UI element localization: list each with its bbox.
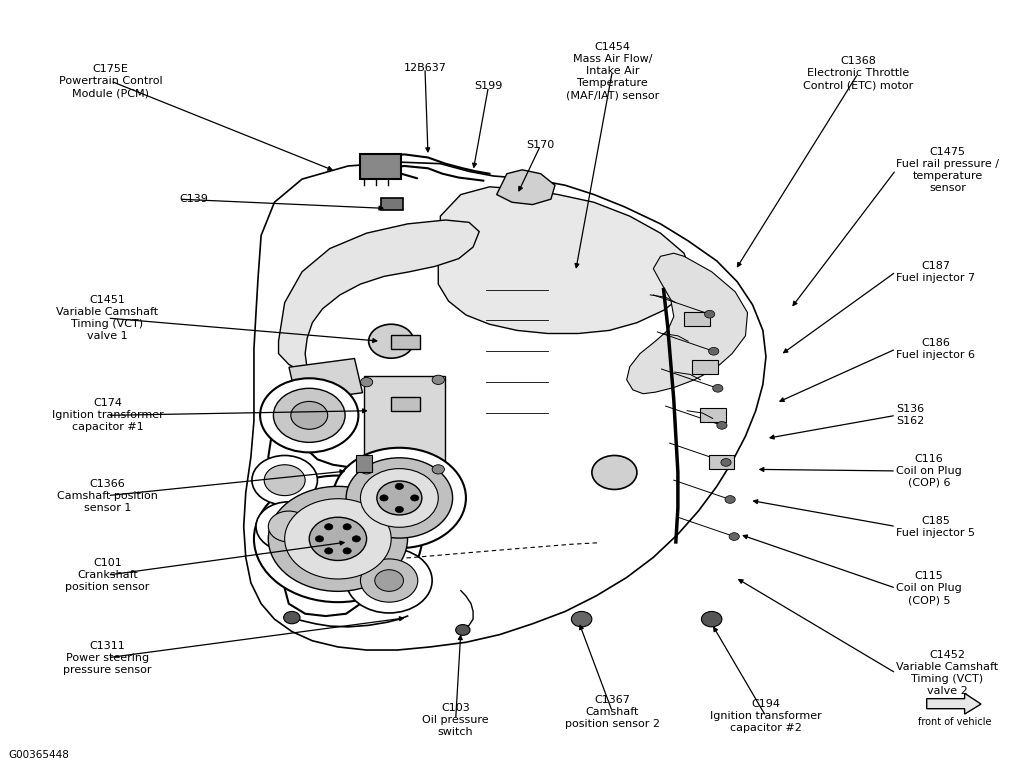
Text: C101
Crankshaft
position sensor: C101 Crankshaft position sensor [66,558,150,592]
Text: C174
Ignition transformer
capacitor #1: C174 Ignition transformer capacitor #1 [51,398,164,432]
Polygon shape [497,170,555,205]
Bar [381,198,403,210]
Bar [391,335,420,349]
Circle shape [729,533,739,540]
Bar [700,408,726,422]
Text: C1454
Mass Air Flow/
Intake Air
Temperature
(MAF/IAT) sensor: C1454 Mass Air Flow/ Intake Air Temperat… [565,42,659,100]
Circle shape [360,559,418,602]
Text: C1366
Camshaft position
sensor 1: C1366 Camshaft position sensor 1 [57,479,158,513]
Circle shape [252,455,317,505]
Text: C185
Fuel injector 5: C185 Fuel injector 5 [896,516,975,537]
Circle shape [721,459,731,466]
Circle shape [285,499,391,579]
Circle shape [375,570,403,591]
Text: C1451
Variable Camshaft
Timing (VCT)
valve 1: C1451 Variable Camshaft Timing (VCT) val… [56,295,159,341]
Circle shape [254,476,422,602]
Circle shape [284,611,300,624]
Text: S136
S162: S136 S162 [896,405,925,426]
Circle shape [395,483,403,489]
Circle shape [360,469,438,527]
Text: C1368
Electronic Throttle
Control (ETC) motor: C1368 Electronic Throttle Control (ETC) … [803,56,913,90]
Text: C139: C139 [179,195,208,204]
Polygon shape [438,187,691,334]
Text: C116
Coil on Plug
(COP) 6: C116 Coil on Plug (COP) 6 [896,454,962,488]
Circle shape [725,496,735,503]
Circle shape [325,548,333,554]
Circle shape [377,481,422,515]
Text: C175E
Powertrain Control
Module (PCM): C175E Powertrain Control Module (PCM) [58,64,163,98]
Circle shape [395,506,403,513]
Bar [356,455,372,472]
Circle shape [352,536,360,542]
Circle shape [260,378,358,452]
Circle shape [345,534,361,547]
Circle shape [701,611,722,627]
Bar [364,376,445,472]
Text: C1367
Camshaft
position sensor 2: C1367 Camshaft position sensor 2 [565,695,659,729]
Circle shape [713,384,723,392]
Circle shape [717,422,727,429]
Circle shape [256,502,322,551]
Circle shape [346,548,432,613]
Bar [709,455,734,469]
Circle shape [268,511,309,542]
Text: S170: S170 [526,141,555,150]
Text: front of vehicle: front of vehicle [918,717,991,727]
Circle shape [309,517,367,560]
Text: S199: S199 [474,82,503,91]
Circle shape [264,465,305,496]
Circle shape [380,495,388,501]
Text: 12B637: 12B637 [403,63,446,73]
Polygon shape [627,253,748,394]
Circle shape [456,625,470,635]
Bar [289,358,362,401]
Text: C1475
Fuel rail pressure /
temperature
sensor: C1475 Fuel rail pressure / temperature s… [896,147,999,193]
Text: C103
Oil pressure
switch: C103 Oil pressure switch [422,703,489,736]
Circle shape [709,347,719,355]
Circle shape [333,448,466,548]
Circle shape [346,458,453,538]
Circle shape [592,455,637,489]
Circle shape [343,523,351,530]
Circle shape [315,536,324,542]
Text: C186
Fuel injector 6: C186 Fuel injector 6 [896,338,975,360]
Bar [692,360,718,374]
Text: C1311
Power steering
pressure sensor: C1311 Power steering pressure sensor [63,641,152,675]
Bar [391,397,420,411]
Polygon shape [927,693,981,714]
Polygon shape [279,220,479,372]
Circle shape [291,401,328,429]
Text: C115
Coil on Plug
(COP) 5: C115 Coil on Plug (COP) 5 [896,571,962,605]
Polygon shape [244,162,766,650]
Circle shape [369,324,414,358]
Circle shape [432,375,444,384]
Text: C187
Fuel injector 7: C187 Fuel injector 7 [896,261,975,283]
Circle shape [360,465,373,474]
Circle shape [571,611,592,627]
Circle shape [432,465,444,474]
Circle shape [343,548,351,554]
Circle shape [273,388,345,442]
Circle shape [325,523,333,530]
Bar [684,312,710,326]
Circle shape [268,486,408,591]
Text: C1452
Variable Camshaft
Timing (VCT)
valve 2: C1452 Variable Camshaft Timing (VCT) val… [896,650,998,696]
Circle shape [360,378,373,387]
Circle shape [411,495,419,501]
Text: C194
Ignition transformer
capacitor #2: C194 Ignition transformer capacitor #2 [710,699,822,733]
Circle shape [705,310,715,318]
Text: G00365448: G00365448 [8,750,69,760]
Bar [360,154,401,179]
